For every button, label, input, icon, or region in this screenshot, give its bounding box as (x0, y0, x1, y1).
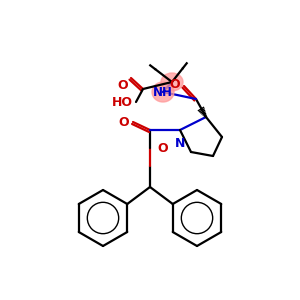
Ellipse shape (161, 73, 183, 91)
Text: HO: HO (112, 95, 133, 109)
Text: O: O (157, 142, 168, 154)
Text: O: O (117, 79, 128, 92)
Text: N: N (175, 137, 185, 150)
Ellipse shape (152, 82, 174, 102)
Text: O: O (169, 79, 180, 92)
Text: O: O (118, 116, 129, 128)
Text: NH: NH (153, 85, 173, 98)
